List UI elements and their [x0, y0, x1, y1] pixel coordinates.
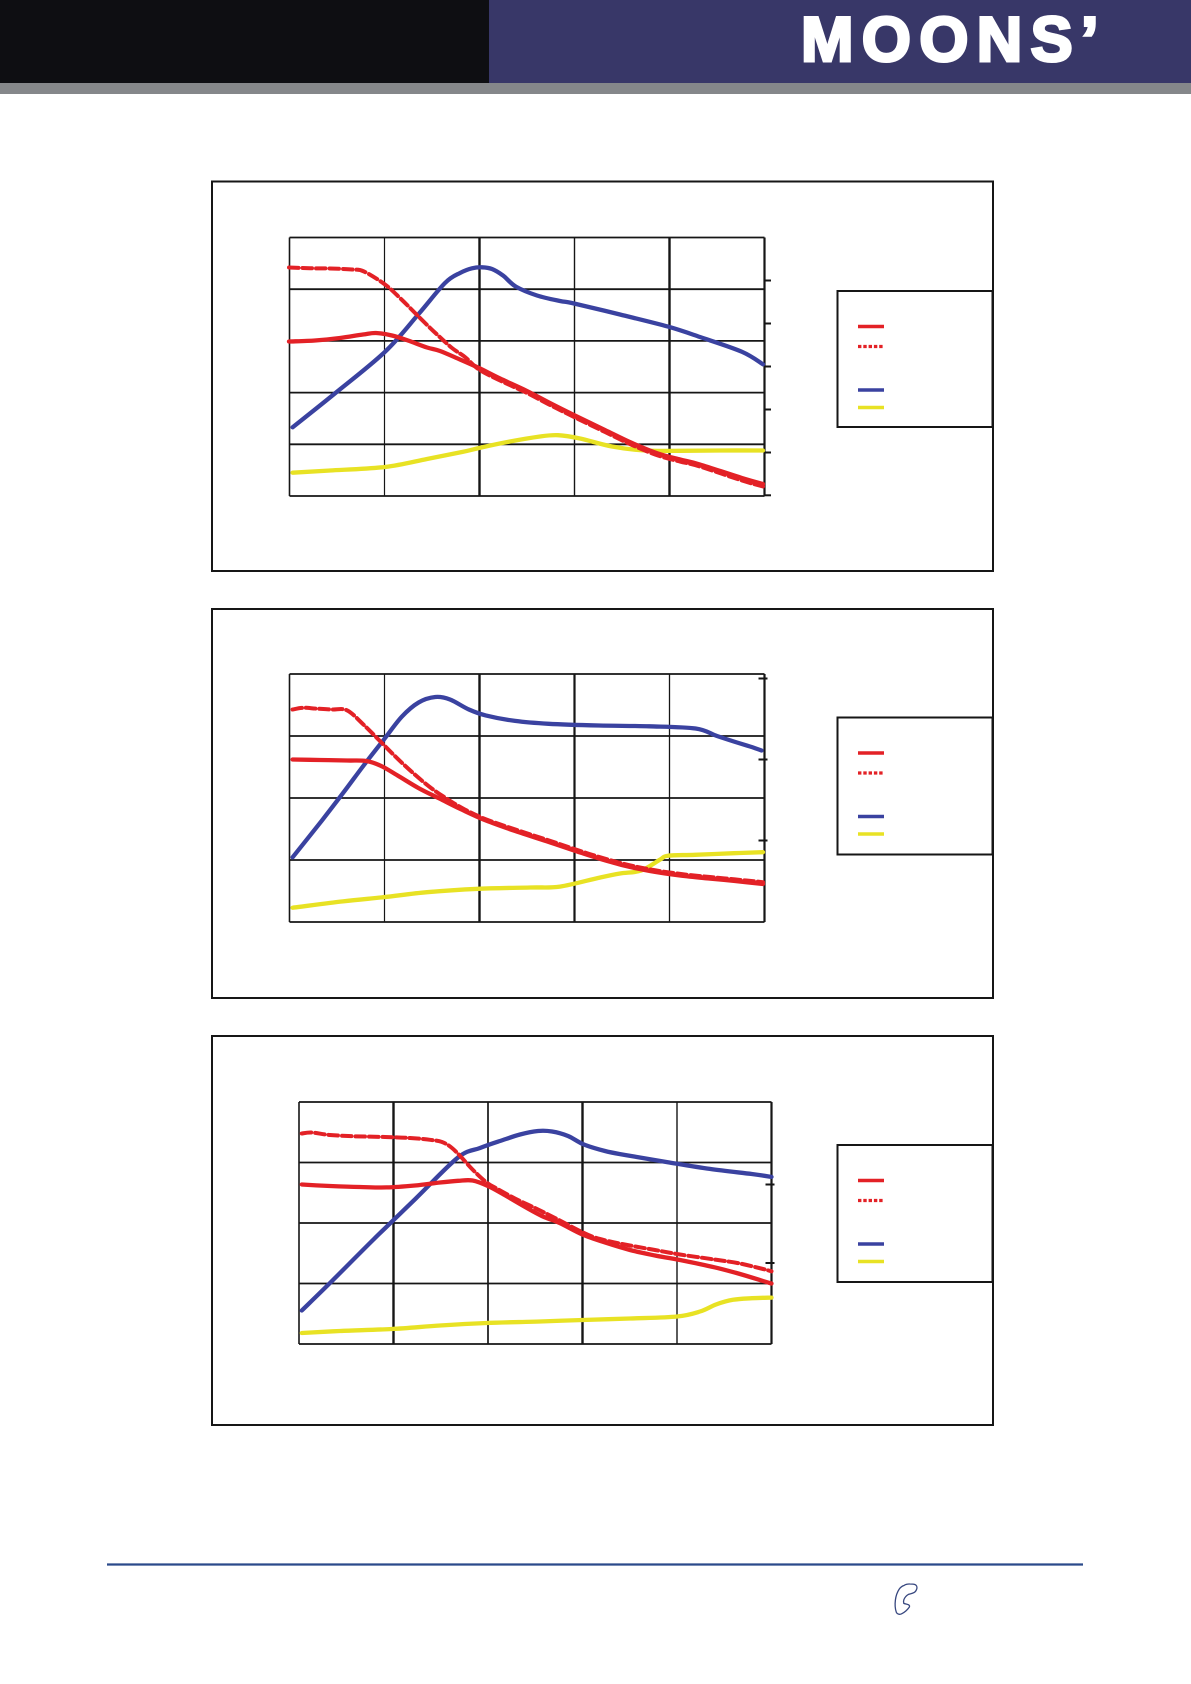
svg-text:MOONS’: MOONS’ [801, 5, 1107, 75]
